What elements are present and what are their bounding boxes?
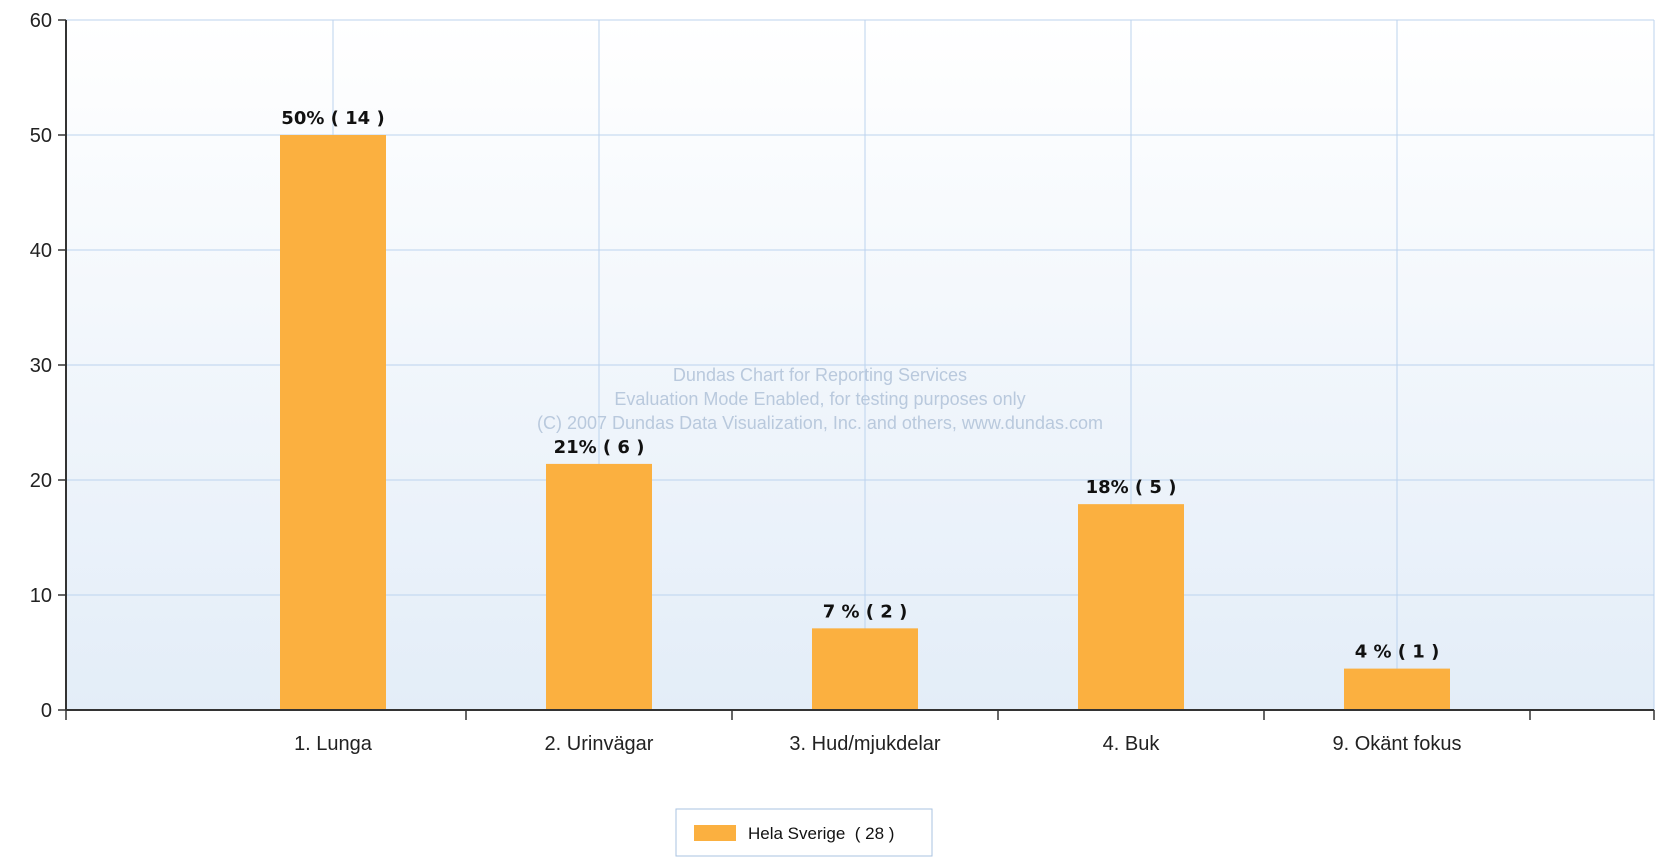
y-tick-label: 20 (30, 470, 52, 492)
data-label: 18% ( 5 ) (1086, 477, 1177, 498)
x-tick-label: 3. Hud/mjukdelar (789, 733, 941, 755)
data-label: 7 % ( 2 ) (823, 601, 908, 622)
data-label: 21% ( 6 ) (554, 437, 645, 458)
data-label: 4 % ( 1 ) (1355, 642, 1440, 663)
legend: Hela Sverige ( 28 ) (675, 808, 933, 857)
watermark-line: (C) 2007 Dundas Data Visualization, Inc.… (537, 413, 1103, 433)
bar (812, 628, 918, 710)
y-tick-label: 60 (30, 10, 52, 32)
watermark-line: Dundas Chart for Reporting Services (673, 365, 967, 385)
legend-label: Hela Sverige ( 28 ) (748, 824, 894, 843)
bar (546, 463, 652, 710)
axes: 0 10 20 30 40 50 60 1. Lunga 2. Urinvägar 3. Hud/… (30, 10, 1655, 755)
x-tick-label: 1. Lunga (294, 733, 373, 755)
y-tick-label: 0 (41, 700, 52, 722)
x-tick-label: 4. Buk (1103, 733, 1161, 755)
watermark-line: Evaluation Mode Enabled, for testing pur… (614, 389, 1025, 409)
y-tick-label: 40 (30, 240, 52, 262)
bar-series (280, 135, 1450, 710)
y-tick-label: 10 (30, 585, 52, 607)
watermark: Dundas Chart for Reporting Services Evalu… (537, 365, 1103, 433)
bar (1344, 668, 1450, 710)
y-tick-label: 50 (30, 125, 52, 147)
data-labels: 50% ( 14 ) 21% ( 6 ) 7 % ( 2 ) 18% ( 5 ) 4 %… (281, 108, 1439, 663)
bar (1078, 504, 1184, 710)
x-tick-label: 9. Okänt fokus (1333, 733, 1462, 755)
y-tick-label: 30 (30, 355, 52, 377)
x-tick-label: 2. Urinvägar (545, 733, 654, 755)
legend-swatch (694, 825, 736, 841)
bar (280, 135, 386, 710)
data-label: 50% ( 14 ) (281, 108, 384, 129)
